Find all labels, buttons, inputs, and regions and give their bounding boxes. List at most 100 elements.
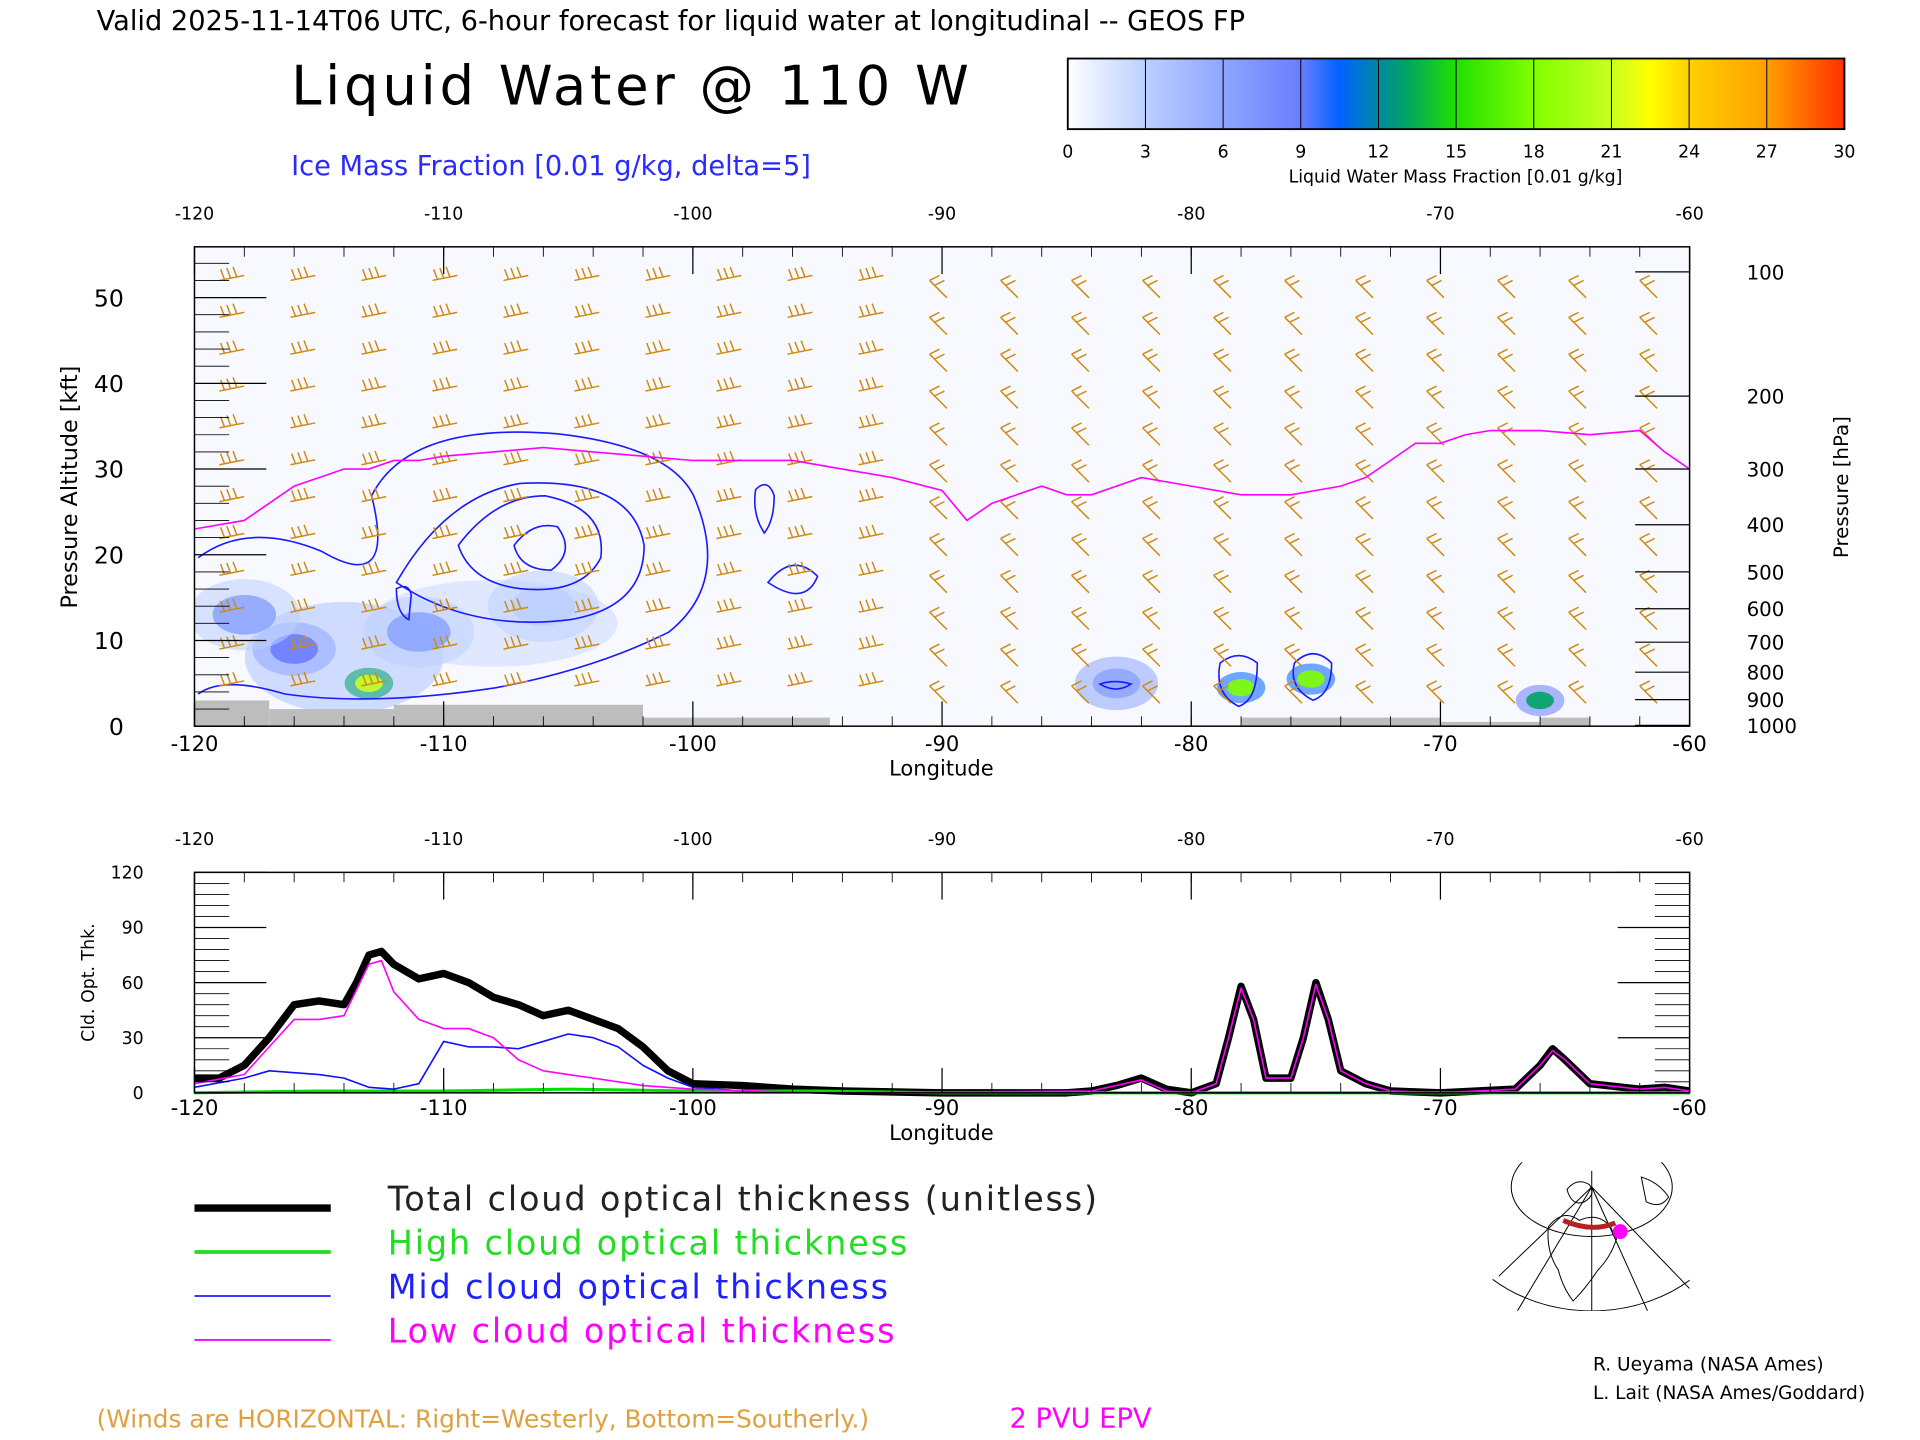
wind-barb xyxy=(290,450,316,466)
wind-barb xyxy=(1426,311,1445,336)
wind-barb xyxy=(929,532,948,557)
lower-x-tick-label: -80 xyxy=(1174,1095,1208,1120)
wind-barb xyxy=(1426,532,1445,557)
lower-y-tick-label: 120 xyxy=(111,864,144,884)
wind-barb xyxy=(716,340,742,355)
wind-barb xyxy=(432,598,458,613)
wind-barb xyxy=(1142,495,1161,520)
wind-barb xyxy=(1284,606,1303,631)
legend-label-low: Low cloud optical thickness xyxy=(388,1311,897,1350)
wind-barb xyxy=(361,561,387,577)
wind-barb xyxy=(1071,311,1090,336)
upper-top-tick-label: -80 xyxy=(1177,205,1205,225)
wind-barb xyxy=(361,450,387,466)
wind-barb xyxy=(574,561,600,577)
wind-barb xyxy=(1355,348,1374,373)
upper-y-tick-label: 50 xyxy=(94,284,124,312)
wind-barb xyxy=(1355,459,1374,483)
wind-barb xyxy=(1071,606,1090,631)
wind-barb xyxy=(432,377,458,392)
wind-barb xyxy=(574,487,600,503)
wind-barb xyxy=(432,303,458,319)
wind-barb xyxy=(503,672,529,687)
location-marker xyxy=(1612,1224,1628,1240)
wind-barb xyxy=(1213,311,1232,336)
wind-barb xyxy=(929,459,948,483)
colorbar-tick-label: 9 xyxy=(1295,143,1306,163)
wind-barb xyxy=(432,340,458,355)
wind-barb xyxy=(290,377,316,392)
wind-barb xyxy=(1426,459,1445,483)
wind-barb xyxy=(1142,311,1161,336)
wind-barb xyxy=(1284,495,1303,520)
wind-barb xyxy=(1497,459,1516,483)
wind-barb xyxy=(1639,606,1658,631)
wind-barb xyxy=(1213,274,1232,299)
wind-barb xyxy=(1284,348,1303,373)
lower-y-tick-label: 30 xyxy=(122,1029,144,1049)
credit-ueyama: R. Ueyama (NASA Ames) xyxy=(1593,1354,1824,1375)
wind-barb xyxy=(361,672,387,687)
wind-barb xyxy=(929,422,948,446)
wind-barb xyxy=(1142,348,1161,373)
upper-y-tick-label: 30 xyxy=(94,456,124,484)
wind-barb xyxy=(1213,422,1232,446)
wind-barb xyxy=(1000,274,1019,299)
wind-barb xyxy=(787,672,813,687)
colorbar-tick-label: 24 xyxy=(1678,143,1700,163)
wind-barb xyxy=(1071,680,1090,704)
wind-barb xyxy=(858,303,884,319)
colorbar-tick-label: 15 xyxy=(1445,143,1467,163)
page-title: Liquid Water @ 110 W xyxy=(291,53,973,117)
wind-barb xyxy=(1284,422,1303,446)
wind-barb xyxy=(1213,348,1232,373)
ice-contour xyxy=(753,483,775,535)
wind-barb xyxy=(1284,569,1303,594)
wind-barb xyxy=(929,643,948,667)
wind-barb xyxy=(1568,532,1587,557)
pressure-tick-label: 900 xyxy=(1747,689,1785,712)
wind-barb xyxy=(858,561,884,577)
colorbar-tick-label: 30 xyxy=(1833,143,1855,163)
ice-contour xyxy=(395,482,645,623)
wind-barb xyxy=(1568,459,1587,483)
upper-y-tick-label: 40 xyxy=(94,370,124,398)
wind-barb xyxy=(1568,680,1587,704)
wind-barb xyxy=(645,450,671,466)
wind-barb xyxy=(1639,643,1658,667)
colorbar-tick-label: 0 xyxy=(1062,143,1073,163)
wind-barb xyxy=(290,672,316,687)
wind-barb xyxy=(503,377,529,392)
upper-top-tick-label: -70 xyxy=(1426,205,1454,225)
liquid-water-blob-core xyxy=(355,674,383,693)
wind-barb xyxy=(1142,569,1161,594)
wind-barb xyxy=(716,303,742,319)
wind-barb xyxy=(858,598,884,613)
wind-barb xyxy=(787,487,813,503)
wind-barb xyxy=(1000,348,1019,373)
colorbar-tick-label: 6 xyxy=(1218,143,1229,163)
wind-barb xyxy=(1568,385,1587,409)
wind-barb xyxy=(929,495,948,520)
wind-barb xyxy=(290,524,316,540)
wind-barb xyxy=(716,598,742,613)
wind-barb xyxy=(290,340,316,355)
wind-barb xyxy=(1568,569,1587,594)
wind-barb xyxy=(1071,422,1090,446)
legend-label-high: High cloud optical thickness xyxy=(388,1224,910,1263)
wind-barb xyxy=(1497,606,1516,631)
wind-barb xyxy=(574,266,600,282)
ice-contour xyxy=(1098,680,1133,690)
wind-barb xyxy=(929,606,948,631)
wind-barb xyxy=(290,598,316,613)
upper-x-tick-label: -120 xyxy=(171,731,219,756)
wind-barb xyxy=(1142,459,1161,483)
wind-barb xyxy=(1426,643,1445,667)
ground-terrain xyxy=(269,709,394,727)
ice-fraction-label: Ice Mass Fraction [0.01 g/kg, delta=5] xyxy=(291,151,811,182)
wind-barb xyxy=(645,377,671,392)
liquid-water-blob-core xyxy=(1526,691,1554,710)
wind-barb xyxy=(1568,311,1587,336)
upper-top-tick-label: -60 xyxy=(1675,205,1703,225)
upper-top-tick-label: -100 xyxy=(673,205,712,225)
